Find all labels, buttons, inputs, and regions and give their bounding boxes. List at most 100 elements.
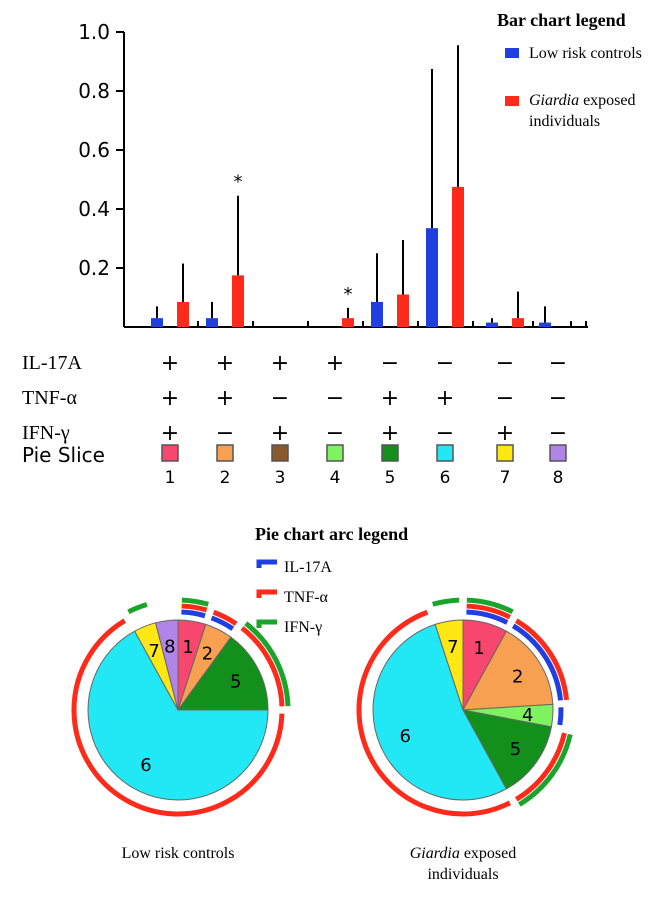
arc-legend-swatch <box>256 589 277 598</box>
y-tick-label: 0.4 <box>78 197 110 221</box>
cytokine-arc <box>511 623 564 701</box>
row-mark: + <box>381 421 399 446</box>
cytokine-arc <box>127 602 148 615</box>
cytokine-arc <box>356 609 512 817</box>
pie-slice-number: 1 <box>165 468 176 488</box>
row-mark: − <box>496 386 514 411</box>
significance-mark: * <box>234 172 243 193</box>
bar-giardia <box>232 275 244 327</box>
bar-low-risk <box>486 322 498 327</box>
bar-axes: 1.0 0.8 0.6 0.4 0.2 <box>78 20 588 328</box>
bar-low-risk <box>539 322 551 327</box>
y-tick-label: 0.2 <box>78 256 110 280</box>
pie-slice-swatch <box>161 444 179 462</box>
pie-slice-swatch <box>549 444 567 462</box>
row-mark: + <box>271 351 289 376</box>
pie-slice-swatch <box>216 444 234 462</box>
pie-slice-label: 1 <box>473 638 484 659</box>
cytokine-arc <box>466 609 509 625</box>
bar-marks: ** <box>151 45 572 327</box>
arc-legend-label: IFN-γ <box>284 619 322 636</box>
cytokine-arc <box>244 621 291 707</box>
bar-legend-title: Bar chart legend <box>497 10 626 30</box>
marker-rows: IL-17A + + + + − − − − TNF-α + + − − + + − − IFN-γ + − + − + − + −… <box>22 351 567 488</box>
row-mark: + <box>326 351 344 376</box>
pie-slice-number: 3 <box>275 468 286 488</box>
pie-slice-swatch <box>271 444 289 462</box>
cytokine-arc <box>514 618 569 701</box>
pie-slice <box>87 630 269 801</box>
row-mark: − <box>381 351 399 376</box>
pie-slice <box>462 630 554 711</box>
row-mark: + <box>436 386 454 411</box>
row-mark: − <box>549 421 567 446</box>
row-mark: − <box>496 351 514 376</box>
pie-slice <box>177 636 269 711</box>
row-label: IL-17A <box>22 352 83 374</box>
legend-label-low-risk: Low risk controls <box>529 45 642 62</box>
pie-slice <box>434 619 464 711</box>
pie-slice-swatch <box>381 444 399 462</box>
cytokine-arc <box>466 603 512 620</box>
pie-slice-label: 7 <box>148 641 159 662</box>
row-mark: − <box>549 351 567 376</box>
row-label: TNF-α <box>22 387 77 409</box>
row-label: IFN-γ <box>22 422 70 444</box>
bar-legend: Bar chart legend Low risk controls Giardia… <box>497 10 642 130</box>
row-mark: − <box>326 421 344 446</box>
pie-slice-number: 7 <box>500 468 511 488</box>
row-mark: + <box>161 351 179 376</box>
cytokine-arc <box>212 609 238 626</box>
pie-slice <box>372 623 508 801</box>
pie-slice-label: 4 <box>522 705 533 726</box>
row-mark: + <box>381 386 399 411</box>
pie-slice-number: 8 <box>553 468 564 488</box>
cytokine-arc <box>240 626 285 707</box>
row-mark: − <box>436 421 454 446</box>
pie-slice-label: 5 <box>230 672 241 693</box>
cytokine-arc <box>518 733 573 807</box>
pie-slice-label: 1 <box>182 637 193 658</box>
cytokine-arc <box>514 732 567 802</box>
legend-swatch-low-risk <box>505 48 519 58</box>
y-tick-label: 1.0 <box>78 20 110 44</box>
row-mark: + <box>161 421 179 446</box>
pie-slice-swatch <box>326 444 344 462</box>
y-tick-label: 0.8 <box>78 79 110 103</box>
pie-slice-label: 6 <box>140 755 151 776</box>
row-mark: + <box>271 421 289 446</box>
pie-slice-label: Pie Slice <box>22 443 105 467</box>
row-mark: − <box>436 351 454 376</box>
cytokine-arc <box>181 603 208 613</box>
bar-low-risk <box>151 318 163 327</box>
row-mark: + <box>496 421 514 446</box>
cytokine-arc <box>71 618 285 817</box>
cytokine-arc <box>557 707 564 726</box>
arc-legend-label: TNF-α <box>284 589 329 606</box>
cytokine-arc <box>181 597 209 607</box>
bar-giardia <box>177 301 189 327</box>
pie-slice-label: 8 <box>164 637 175 658</box>
arc-legend-label: IL-17A <box>284 559 332 576</box>
pie-slice-number: 2 <box>220 468 231 488</box>
pie-slice-label: 6 <box>399 726 410 747</box>
pie-slice-number: 4 <box>330 468 341 488</box>
cytokine-arc <box>432 597 460 607</box>
bar-giardia <box>342 318 354 327</box>
row-mark: + <box>216 386 234 411</box>
legend-swatch-giardia <box>505 96 519 106</box>
pie-arc-legend: Pie chart arc legend IL-17A TNF-α IFN-γ <box>255 524 408 636</box>
row-mark: − <box>549 386 567 411</box>
cytokine-arc <box>210 615 235 631</box>
row-mark: + <box>216 351 234 376</box>
bar-chart: 1.00.80.60.40.2 ** IL-17A + + + + − − − −TNF-α + +… <box>22 10 642 488</box>
pie-caption: Low risk controls <box>122 845 235 862</box>
arc-legend-swatch <box>256 619 277 628</box>
bar-low-risk <box>206 318 218 327</box>
arc-legend-swatch <box>256 559 277 568</box>
legend-label-giardia: Giardia exposed individuals <box>529 92 636 130</box>
row-mark: − <box>271 386 289 411</box>
pie-caption: Giardia exposed <box>410 845 517 862</box>
